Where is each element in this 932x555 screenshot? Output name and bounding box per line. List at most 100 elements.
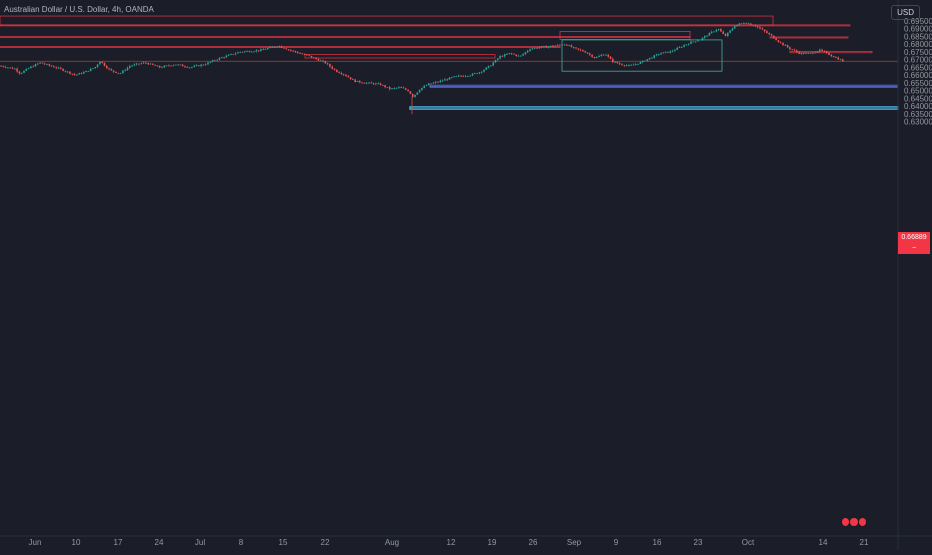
candle-body: [476, 73, 478, 74]
candle-body: [540, 46, 543, 48]
candle-body: [586, 52, 589, 54]
candle-body: [418, 90, 421, 93]
candle-body: [444, 79, 446, 81]
y-tick-label: 0.68500: [904, 32, 932, 41]
candle-body: [786, 45, 789, 48]
y-axis[interactable]: 0.695000.690000.685000.680000.675000.670…: [904, 17, 932, 127]
y-tick-label: 0.66000: [904, 71, 932, 80]
candle-body: [280, 46, 283, 48]
candle-body: [754, 25, 757, 27]
candle-body: [112, 70, 115, 72]
y-tick-label: 0.68000: [904, 40, 932, 49]
candle-body: [704, 35, 706, 38]
candle-body: [745, 23, 747, 25]
zone-blue: [429, 84, 899, 87]
candle-body: [490, 65, 492, 67]
candle-body: [315, 57, 317, 59]
candle-body: [186, 66, 189, 68]
candle-body: [326, 63, 329, 65]
candle-body: [455, 75, 458, 77]
candle-body: [230, 54, 232, 55]
x-tick-label: 9: [614, 538, 619, 547]
candle-body: [264, 49, 267, 50]
chart-title: Australian Dollar / U.S. Dollar, 4h, OAN…: [4, 5, 154, 14]
candle-body: [126, 67, 129, 71]
x-tick-label: 10: [72, 538, 81, 547]
candle-body: [53, 66, 55, 68]
zone-red: [0, 15, 774, 26]
candle-body: [340, 72, 343, 75]
candle-body: [391, 88, 393, 90]
candle-body: [62, 68, 64, 71]
candle-body: [356, 80, 359, 83]
candle-body: [269, 46, 271, 49]
candle-body: [347, 76, 350, 78]
candle-body: [494, 60, 497, 63]
candle-body: [837, 57, 839, 60]
candle-body: [791, 49, 793, 50]
candle-body: [119, 73, 122, 74]
candle-body: [733, 26, 736, 29]
candle-body: [156, 65, 159, 67]
candle-body: [317, 58, 320, 61]
candle-body: [579, 49, 582, 51]
x-tick-label: 24: [155, 538, 164, 547]
candle-body: [497, 58, 499, 61]
candle-body: [727, 32, 729, 36]
candle-body: [506, 54, 508, 55]
x-tick-label: 21: [860, 538, 869, 547]
candle-body: [227, 54, 230, 56]
tradingview-logo-icon: [842, 518, 866, 530]
candle-body: [181, 64, 184, 67]
candle-body: [747, 23, 750, 25]
y-tick-label: 0.63500: [904, 110, 932, 119]
candle-body: [407, 89, 409, 92]
candle-body: [602, 54, 605, 56]
candle-body: [375, 83, 377, 85]
candle-body: [207, 62, 209, 65]
x-tick-label: Jun: [29, 538, 42, 547]
candle-body: [152, 63, 154, 65]
candle-body: [809, 52, 812, 54]
candle-body: [462, 76, 465, 77]
candle-body: [271, 46, 274, 48]
candle-body: [30, 66, 32, 69]
candle-body: [467, 76, 469, 77]
candle-body: [699, 39, 701, 41]
candle-body: [60, 67, 62, 69]
candle-body: [223, 57, 225, 59]
candle-body: [158, 65, 161, 68]
candle-body: [563, 44, 566, 46]
zone-red: [789, 50, 873, 54]
candle-body: [175, 64, 177, 66]
candle-body: [740, 23, 743, 25]
x-axis[interactable]: Jun 10 17 24 Jul 8 15 22 Aug 12 19 26 Sep 9 16 23 Oct 14 2…: [29, 538, 869, 547]
candle-body: [191, 66, 193, 68]
candle-body: [214, 60, 216, 62]
currency-button[interactable]: USD: [891, 5, 920, 20]
candle-body: [234, 53, 237, 55]
x-tick-label: 19: [488, 538, 497, 547]
candle-body: [0, 65, 2, 67]
candle-body: [648, 57, 651, 60]
candle-body: [664, 51, 667, 53]
candle-body: [142, 62, 145, 64]
candle-body: [478, 72, 481, 74]
candle-body: [761, 28, 764, 30]
candle-body: [416, 92, 419, 95]
candle-body: [577, 48, 580, 50]
candle-body: [359, 80, 361, 83]
candle-body: [658, 54, 660, 56]
candle-body: [457, 75, 460, 77]
zone-blue: [429, 86, 899, 88]
x-tick-label: 22: [321, 538, 330, 547]
candle-body: [285, 48, 287, 50]
y-tick-label: 0.66500: [904, 63, 932, 72]
candle-body: [692, 41, 695, 43]
candle-body: [460, 75, 462, 77]
candle-body: [7, 67, 9, 69]
candle-body: [635, 64, 637, 65]
x-tick-label: Aug: [385, 538, 399, 547]
